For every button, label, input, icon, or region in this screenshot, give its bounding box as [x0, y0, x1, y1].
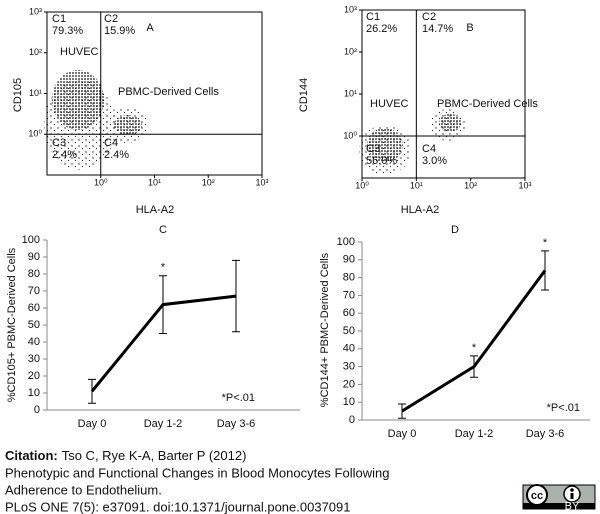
y-axis-label: CD144	[298, 78, 310, 112]
x-tick-label: Day 0	[78, 418, 107, 430]
y-tick-label: 90	[28, 251, 40, 263]
y-axis-label: CD105	[12, 78, 24, 112]
license-cc: cc	[531, 490, 543, 502]
quadrant-percent: 56.0%	[366, 155, 397, 167]
citation-text: Phenotypic and Functional Changes in Blo…	[5, 465, 389, 480]
y-tick-label: 30	[28, 353, 40, 365]
significance-marker: *	[543, 237, 548, 249]
y-tick-label: 80	[343, 272, 355, 284]
x-tick-label: 10²	[202, 177, 215, 187]
y-tick-label: 90	[343, 254, 355, 266]
citation-text: Adherence to Endothelium.	[5, 482, 162, 497]
x-tick-label: 10⁰	[355, 180, 369, 190]
y-tick-label: 0	[34, 404, 40, 416]
y-tick-label: 10¹	[29, 88, 42, 98]
panel-letter: C	[159, 224, 167, 236]
y-tick-label: 10³	[344, 4, 357, 14]
panel-letter: A	[146, 22, 154, 34]
y-tick-label: 20	[343, 378, 355, 390]
x-tick-label: 10²	[464, 180, 477, 190]
y-tick-label: 10¹	[344, 88, 357, 98]
x-tick-label: 10¹	[410, 180, 423, 190]
x-tick-label: Day 1-2	[144, 418, 183, 430]
significance-marker: *	[472, 342, 477, 354]
data-line	[90, 294, 237, 393]
quadrant-percent: 26.2%	[366, 23, 397, 35]
y-tick-label: 40	[343, 343, 355, 355]
y-tick-label: 60	[343, 307, 355, 319]
error-bar	[541, 250, 549, 291]
y-tick-label: 50	[28, 319, 40, 331]
significance-note: *P<.01	[547, 402, 580, 414]
y-tick-label: 100	[337, 236, 355, 248]
license-badge: cc BY	[522, 484, 596, 512]
significance-note: *P<.01	[222, 392, 255, 404]
quadrant-percent: 15.9%	[104, 25, 135, 37]
quadrant-percent: 79.3%	[52, 25, 83, 37]
y-axis-label: %CD144+ PBMC-Derived Cells	[319, 252, 331, 407]
x-tick-label: 10⁰	[94, 177, 108, 187]
quadrant-name: C3	[52, 137, 66, 149]
x-tick-label: 10³	[518, 180, 531, 190]
significance-marker: *	[161, 262, 166, 274]
x-tick-label: Day 3-6	[217, 418, 256, 430]
y-tick-label: 10	[343, 396, 355, 408]
y-tick-label: 30	[343, 361, 355, 373]
y-tick-label: 60	[28, 302, 40, 314]
y-tick-label: 100	[22, 234, 40, 246]
y-tick-label: 70	[343, 289, 355, 301]
quadrant-name: C4	[104, 137, 118, 149]
population-label: PBMC-Derived Cells	[437, 98, 538, 110]
quadrant-name: C3	[366, 143, 380, 155]
y-tick-label: 50	[343, 325, 355, 337]
quadrant-name: C2	[104, 13, 118, 25]
y-tick-label: 10⁰	[28, 129, 42, 139]
y-tick-label: 20	[28, 370, 40, 382]
y-tick-label: 40	[28, 336, 40, 348]
population-label: HUVEC	[370, 98, 409, 110]
y-tick-label: 10²	[29, 47, 42, 57]
citation-label: Citation:	[5, 448, 58, 463]
x-tick-label: Day 1-2	[455, 428, 494, 440]
x-axis-label: HLA-A2	[136, 204, 175, 216]
license-by: BY	[565, 500, 580, 512]
y-tick-label: 70	[28, 285, 40, 297]
quadrant-percent: 2.4%	[52, 149, 77, 161]
x-tick-label: Day 3-6	[526, 428, 565, 440]
panel-letter: B	[466, 22, 473, 34]
x-tick-label: 10¹	[148, 177, 161, 187]
y-tick-label: 80	[28, 268, 40, 280]
y-axis-label: %CD105+ PBMC-Derived Cells	[6, 247, 18, 402]
citation-text: Tso C, Rye K-A, Barter P (2012)	[62, 448, 247, 463]
x-tick-label: Day 0	[388, 428, 417, 440]
x-axis-label: HLA-A2	[401, 204, 440, 216]
x-tick-label: 10³	[255, 177, 268, 187]
y-tick-label: 10⁰	[343, 130, 357, 140]
quadrant-name: C1	[366, 11, 380, 23]
quadrant-name: C4	[422, 143, 436, 155]
population-label: PBMC-Derived Cells	[118, 86, 219, 98]
quadrant-percent: 14.7%	[422, 23, 453, 35]
citation-line: Citation: Tso C, Rye K-A, Barter P (2012)	[5, 448, 246, 463]
panel-letter: D	[451, 224, 459, 236]
population-label: HUVEC	[60, 46, 99, 58]
quadrant-percent: 3.0%	[422, 155, 447, 167]
quadrant-percent: 2.4%	[104, 149, 129, 161]
quadrant-name: C2	[422, 11, 436, 23]
y-tick-label: 10²	[344, 46, 357, 56]
y-tick-label: 10³	[29, 6, 42, 16]
data-line	[401, 269, 547, 413]
y-tick-label: 10	[28, 387, 40, 399]
quadrant-name: C1	[52, 13, 66, 25]
y-tick-label: 0	[349, 414, 355, 426]
citation-text: PLoS ONE 7(5): e37091. doi:10.1371/journ…	[5, 499, 350, 514]
